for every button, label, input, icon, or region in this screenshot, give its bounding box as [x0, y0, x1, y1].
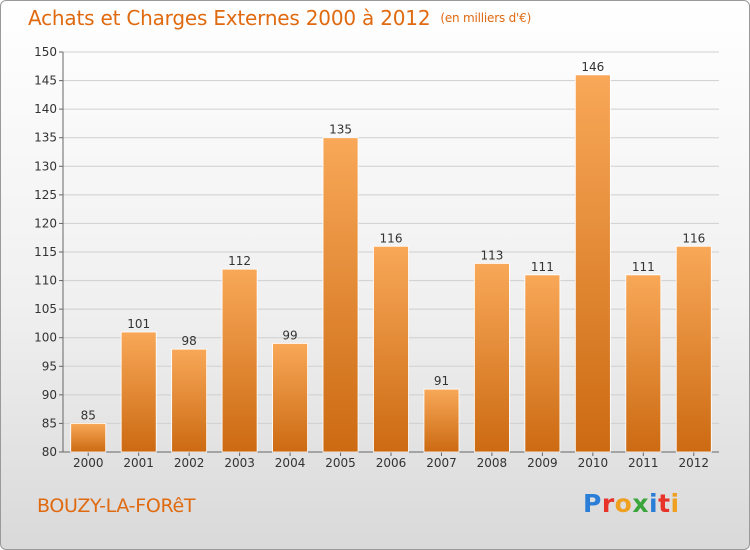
bar [625, 274, 662, 453]
data-label: 91 [434, 374, 449, 388]
x-tick-label: 2012 [678, 456, 709, 470]
x-tick-label: 2011 [628, 456, 659, 470]
x-tick-label: 2002 [174, 456, 205, 470]
y-tick-label: 145 [34, 74, 57, 88]
x-tick-label: 2008 [477, 456, 508, 470]
logo-letter: i [649, 489, 659, 518]
data-label: 111 [632, 260, 655, 274]
x-tick-label: 2003 [224, 456, 255, 470]
bar [171, 348, 208, 453]
y-tick-label: 140 [34, 102, 57, 116]
logo-letter: r [601, 489, 615, 518]
data-label: 146 [581, 60, 604, 74]
bar [120, 331, 157, 453]
data-label: 135 [329, 123, 352, 137]
logo-letter: P [583, 489, 602, 518]
chart-title: Achats et Charges Externes 2000 à 2012 (e… [28, 6, 531, 30]
bar [574, 74, 611, 453]
data-label: 116 [380, 231, 403, 245]
y-tick-label: 95 [42, 359, 57, 373]
x-tick-label: 2001 [123, 456, 154, 470]
bar [221, 268, 258, 453]
logo-letter: x [632, 489, 649, 518]
bar [70, 423, 107, 453]
x-tick-label: 2007 [426, 456, 457, 470]
y-tick-label: 120 [34, 216, 57, 230]
data-label: 99 [282, 328, 297, 342]
y-tick-label: 115 [34, 245, 57, 259]
logo-letter: o [614, 489, 633, 518]
logo-letter: t [658, 489, 671, 518]
data-label: 101 [127, 317, 150, 331]
bar [675, 245, 712, 453]
chart-title-text: Achats et Charges Externes 2000 à 2012 [28, 6, 431, 30]
proxiti-logo: Proxiti [583, 489, 680, 518]
x-tick-label: 2009 [527, 456, 558, 470]
y-tick-label: 85 [42, 416, 57, 430]
location-name: BOUZY-LA-FORêT [37, 495, 196, 517]
x-tick-label: 2004 [275, 456, 306, 470]
logo-letter: i [670, 489, 680, 518]
chart-subtitle: (en milliers d'€) [440, 11, 532, 25]
y-tick-label: 105 [34, 302, 57, 316]
bar [524, 274, 561, 453]
y-tick-label: 130 [34, 159, 57, 173]
bar-layer [70, 74, 712, 453]
x-tick-label: 2010 [578, 456, 609, 470]
bar [272, 343, 308, 453]
bar [373, 245, 409, 453]
x-tick-label: 2000 [73, 456, 104, 470]
y-tick-label: 125 [34, 188, 57, 202]
x-tick-label: 2005 [325, 456, 356, 470]
data-label: 113 [480, 248, 503, 262]
y-tick-label: 135 [34, 131, 57, 145]
label-layer: 85 101 98 112 99 135 116 91 113 111 146 111 116 [81, 60, 706, 423]
data-label: 112 [228, 254, 251, 268]
y-tick-label: 110 [34, 274, 57, 288]
bar [423, 388, 460, 453]
y-tick-label: 90 [42, 388, 57, 402]
x-tick-label: 2006 [376, 456, 407, 470]
bar [474, 263, 510, 453]
bar [322, 137, 359, 453]
y-tick-label: 150 [34, 45, 57, 59]
data-label: 116 [682, 231, 705, 245]
data-label: 111 [531, 260, 554, 274]
data-label: 98 [182, 334, 197, 348]
y-tick-label: 80 [42, 445, 57, 459]
y-tick-label: 100 [34, 331, 57, 345]
data-label: 85 [81, 408, 96, 422]
